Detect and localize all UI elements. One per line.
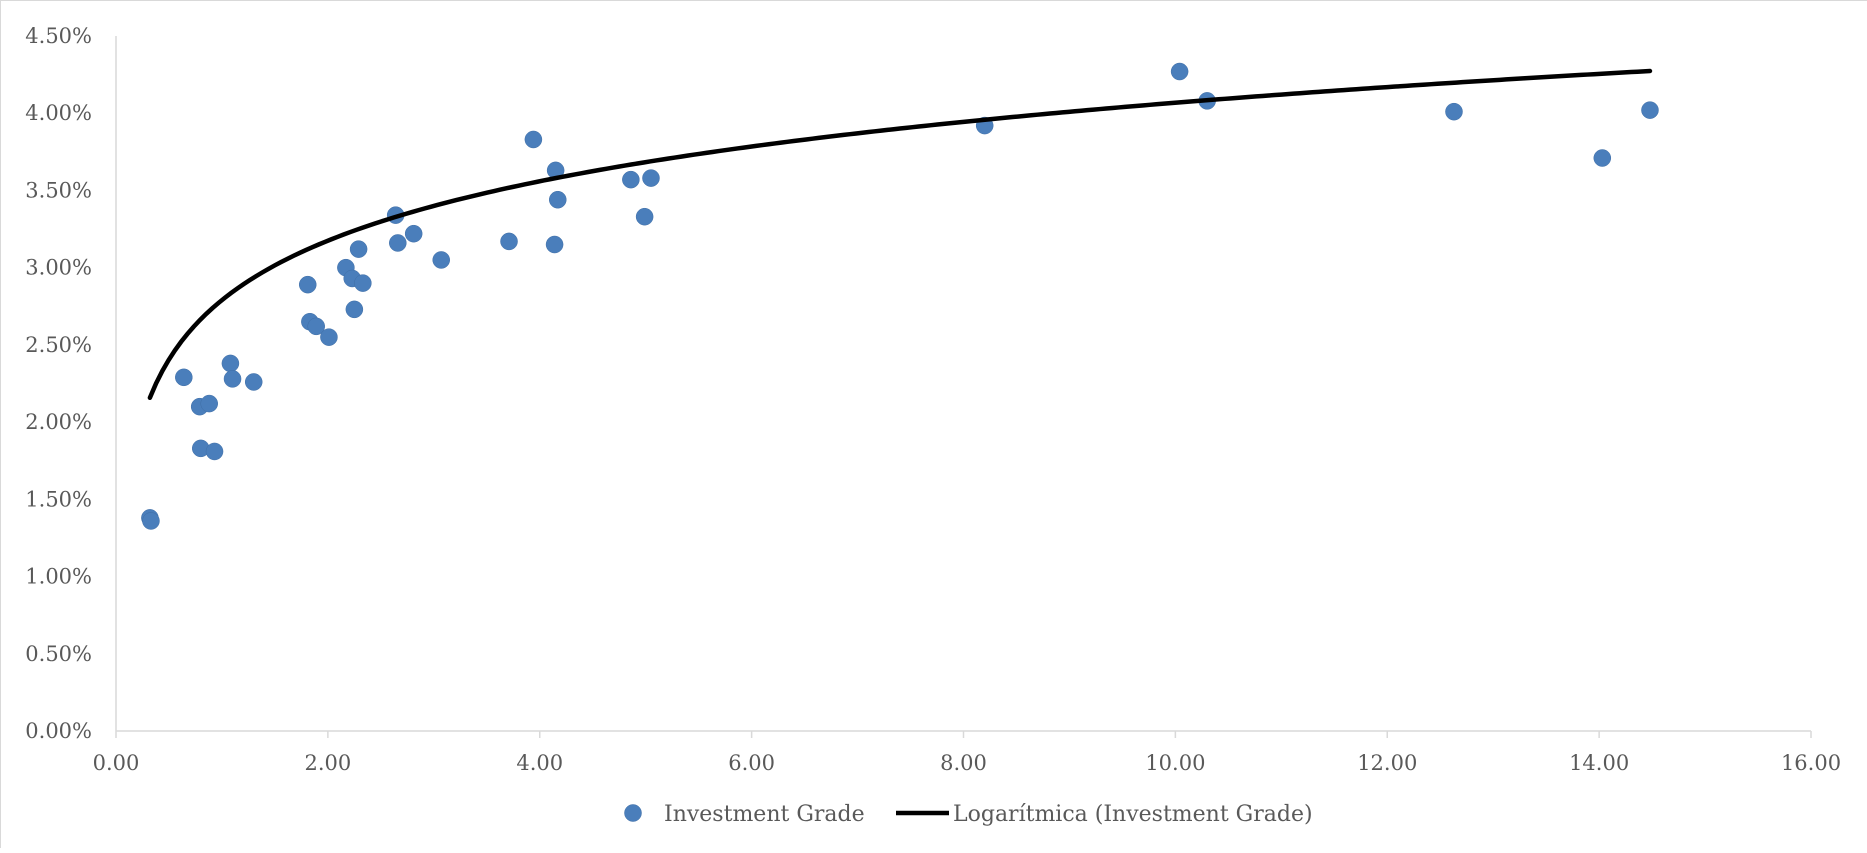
data-point: [223, 370, 242, 388]
data-point: [200, 394, 218, 413]
x-tick-label: 6.00: [728, 751, 775, 775]
y-tick-label: 3.50%: [25, 178, 92, 202]
x-tick-label: 8.00: [940, 751, 987, 775]
data-point: [354, 274, 372, 292]
data-points: [141, 62, 1659, 530]
x-tick-label: 14.00: [1569, 751, 1629, 775]
data-point: [1593, 149, 1612, 167]
data-point: [244, 373, 263, 391]
y-tick-label: 0.00%: [25, 719, 92, 743]
y-tick-label: 4.00%: [25, 101, 92, 125]
data-point: [622, 170, 640, 189]
x-axis-ticks: 0.00 2.00 4.00 6.00 8.00 10.00 12.00 14.00 16.00: [93, 731, 1841, 775]
x-tick-label: 12.00: [1357, 751, 1417, 775]
data-point: [524, 130, 543, 149]
data-point: [500, 232, 518, 251]
x-tick-label: 16.00: [1781, 751, 1841, 775]
x-tick-label: 0.00: [93, 751, 140, 775]
data-point: [642, 169, 660, 187]
data-point: [142, 512, 160, 530]
legend-label-investment-grade: Investment Grade: [664, 802, 865, 827]
data-point: [635, 207, 654, 226]
legend-label-trendline: Logarítmica (Investment Grade): [953, 802, 1313, 827]
data-point: [1170, 62, 1189, 81]
data-point: [175, 368, 193, 387]
data-point: [389, 234, 407, 252]
legend: Investment Grade Logarítmica (Investment…: [624, 802, 1313, 827]
data-point: [320, 328, 338, 346]
data-point: [349, 240, 368, 258]
data-point: [545, 235, 564, 254]
data-point: [1445, 102, 1463, 121]
x-tick-label: 4.00: [516, 751, 563, 775]
y-tick-label: 1.00%: [25, 565, 92, 589]
data-point: [205, 442, 224, 461]
data-point: [307, 317, 325, 336]
y-tick-label: 2.00%: [25, 410, 92, 434]
data-point: [221, 354, 240, 373]
data-point: [298, 275, 317, 294]
y-tick-label: 0.50%: [25, 642, 92, 666]
y-axis-ticks: 0.00% 0.50% 1.00% 1.50% 2.00% 2.50% 3.00% 3.50%…: [25, 24, 92, 743]
x-tick-label: 2.00: [304, 751, 351, 775]
y-tick-label: 4.50%: [25, 24, 92, 48]
y-tick-label: 1.50%: [25, 487, 92, 511]
data-point: [1641, 101, 1659, 119]
logarithmic-trendline: [147, 68, 1653, 401]
data-point: [345, 300, 364, 319]
data-point: [549, 190, 567, 209]
legend-marker-investment-grade: [624, 804, 642, 822]
data-point: [404, 224, 423, 243]
data-point: [432, 251, 450, 269]
y-tick-label: 3.00%: [25, 256, 92, 280]
y-tick-label: 2.50%: [25, 333, 92, 357]
x-tick-label: 10.00: [1145, 751, 1205, 775]
